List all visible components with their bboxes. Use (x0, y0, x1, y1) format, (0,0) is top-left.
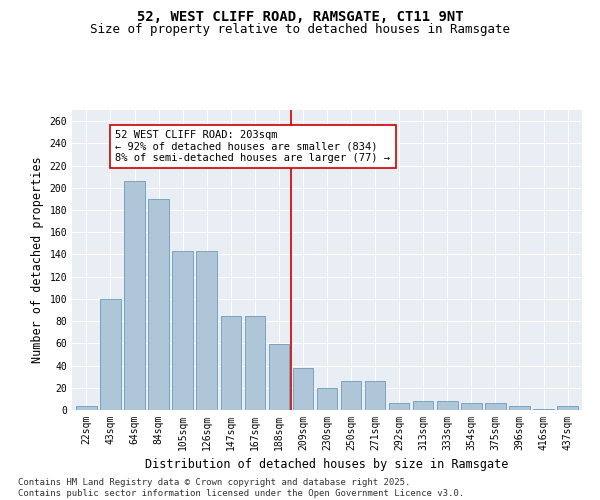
Bar (437, 401, 458, 410)
Bar (148, 199, 169, 410)
Bar (100, 299, 121, 410)
Bar (172, 251, 193, 410)
Bar (461, 404, 482, 410)
Bar (293, 368, 313, 410)
Bar (317, 388, 337, 410)
Text: 52 WEST CLIFF ROAD: 203sqm
← 92% of detached houses are smaller (834)
8% of semi: 52 WEST CLIFF ROAD: 203sqm ← 92% of deta… (115, 130, 391, 163)
Text: Size of property relative to detached houses in Ramsgate: Size of property relative to detached ho… (90, 22, 510, 36)
Text: Contains HM Land Registry data © Crown copyright and database right 2025.
Contai: Contains HM Land Registry data © Crown c… (18, 478, 464, 498)
Y-axis label: Number of detached properties: Number of detached properties (31, 156, 44, 364)
Bar (533, 409, 554, 410)
Bar (196, 251, 217, 410)
Bar (557, 406, 578, 410)
Bar (245, 316, 265, 410)
X-axis label: Distribution of detached houses by size in Ramsgate: Distribution of detached houses by size … (145, 458, 509, 471)
Bar (341, 381, 361, 410)
Bar (365, 381, 385, 410)
Bar (269, 344, 289, 410)
Bar (124, 181, 145, 410)
Bar (509, 406, 530, 410)
Bar (485, 404, 506, 410)
Bar (221, 316, 241, 410)
Text: 52, WEST CLIFF ROAD, RAMSGATE, CT11 9NT: 52, WEST CLIFF ROAD, RAMSGATE, CT11 9NT (137, 10, 463, 24)
Bar (76, 406, 97, 410)
Bar (413, 401, 433, 410)
Bar (389, 404, 409, 410)
